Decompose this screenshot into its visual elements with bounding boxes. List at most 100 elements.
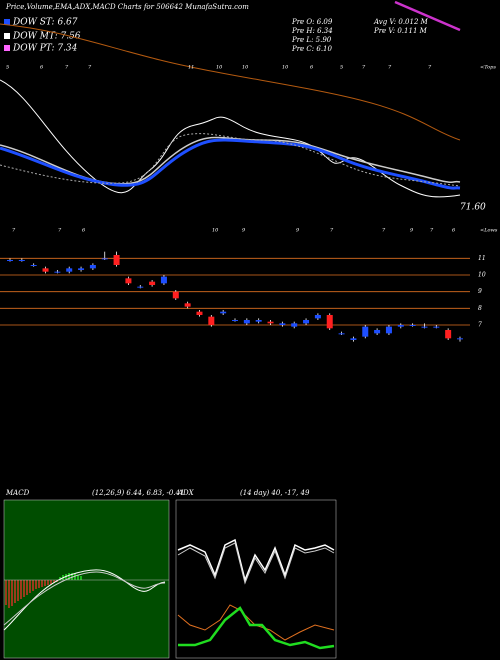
lows-number: 7 [58,228,62,234]
candle-body [374,330,381,334]
tops-number: 7 [362,65,366,71]
macd-label: MACD [5,489,30,497]
adx-label: ADX [177,489,195,497]
candle-body [42,268,49,272]
candle-body [66,268,73,272]
lows-number: 9 [242,228,246,234]
y-tick-label: 7 [478,322,482,329]
candle-body [445,330,452,339]
lows-number: 9 [296,228,300,234]
candle-body [137,286,144,288]
candle-body [7,260,13,261]
info: Avg V: 0.012 M [373,18,429,26]
legend-swatch [4,19,10,25]
candle-body [303,320,310,324]
tops-number: 10 [282,65,289,71]
candle-body [125,278,132,284]
candle-body [208,316,215,325]
plus-di [178,606,335,650]
lows-number: 7 [12,228,16,234]
candle-body [433,326,440,328]
y-tick-label: 11 [478,255,486,262]
y-tick-label: 8 [478,305,482,312]
candle-body [243,320,250,324]
candle-body [149,281,156,285]
tops-number: 5 [340,65,343,71]
y-tick-label: 10 [478,272,486,279]
info: Pre O: 6.09 [291,18,333,26]
lows-number: 6 [82,228,86,234]
candle-body [326,315,333,329]
candle-body [314,315,321,319]
tops-number: 5 [6,65,9,71]
macd-histogram [5,580,58,608]
candle-body [279,323,286,325]
tops-number: 10 [216,65,223,71]
candle-body [54,271,61,273]
info: Pre H: 6.34 [291,27,333,35]
legend-entry: DOW PT: 7.34 [12,44,78,54]
tops-number: 7 [428,65,432,71]
info: Pre V: 0.111 M [373,27,428,35]
candle-body [184,303,191,307]
tops-number: 7 [88,65,92,71]
macd-panel [3,499,170,659]
candle-body [101,258,108,260]
tops-number: 7 [65,65,69,71]
legend-swatch [4,33,10,39]
price-line [0,79,461,198]
ema-dashed [0,133,461,187]
candle-body [113,255,120,265]
tops-number: 10 [242,65,249,71]
tops-label: <Tops [480,65,496,71]
candle-body [291,323,298,327]
candle-body [220,311,227,314]
y-tick-label: 9 [478,288,482,295]
lows-number: 10 [212,228,219,234]
legend-entry: DOW MT: 7.56 [12,32,81,42]
tops-number: 7 [388,65,392,71]
chart-title: Price,Volume,EMA,ADX,MACD Charts for 506… [5,3,249,11]
candle-body [172,291,179,299]
candle-body [457,338,463,340]
lows-number: 7 [430,228,434,234]
adx-line [177,538,335,583]
legend-entry: DOW ST: 6.67 [12,18,78,28]
ema-value: 71.60 [460,203,486,213]
info: Pre C: 6.10 [291,45,332,53]
signal-line [3,571,166,626]
candle-body [255,320,262,322]
tops-number: 11 [188,65,194,71]
lows-number: 7 [382,228,386,234]
candle-body [350,338,357,340]
tops-number: 6 [40,65,44,71]
candle-body [78,268,85,270]
tops-number: 6 [310,65,314,71]
macd-params: (12,26,9) 6.44, 6.83, -0.41 [92,489,184,497]
candle-body [160,276,167,284]
candle-body [362,326,369,337]
adx-panel [175,499,337,659]
pt-line [394,0,461,32]
info: Pre L: 5.90 [291,36,332,44]
candle-body [232,320,238,321]
candle-body [89,265,96,269]
candle-body [267,321,274,324]
adx-params: (14 day) 40, -17, 49 [240,489,310,497]
candle-body [409,325,416,326]
candle-body [421,326,428,328]
lows-number: 6 [452,228,456,234]
legend-swatch [4,45,10,51]
lows-number: 7 [330,228,334,234]
minus-di [177,604,335,641]
candle-body [30,265,37,266]
candle-body [196,311,203,315]
lows-label: <Lows [480,228,498,234]
candle-body [18,260,25,261]
candle-body [338,333,345,335]
ema-long [0,23,461,141]
candle-body [397,325,404,327]
candle-body [385,326,392,334]
lows-number: 9 [410,228,414,234]
